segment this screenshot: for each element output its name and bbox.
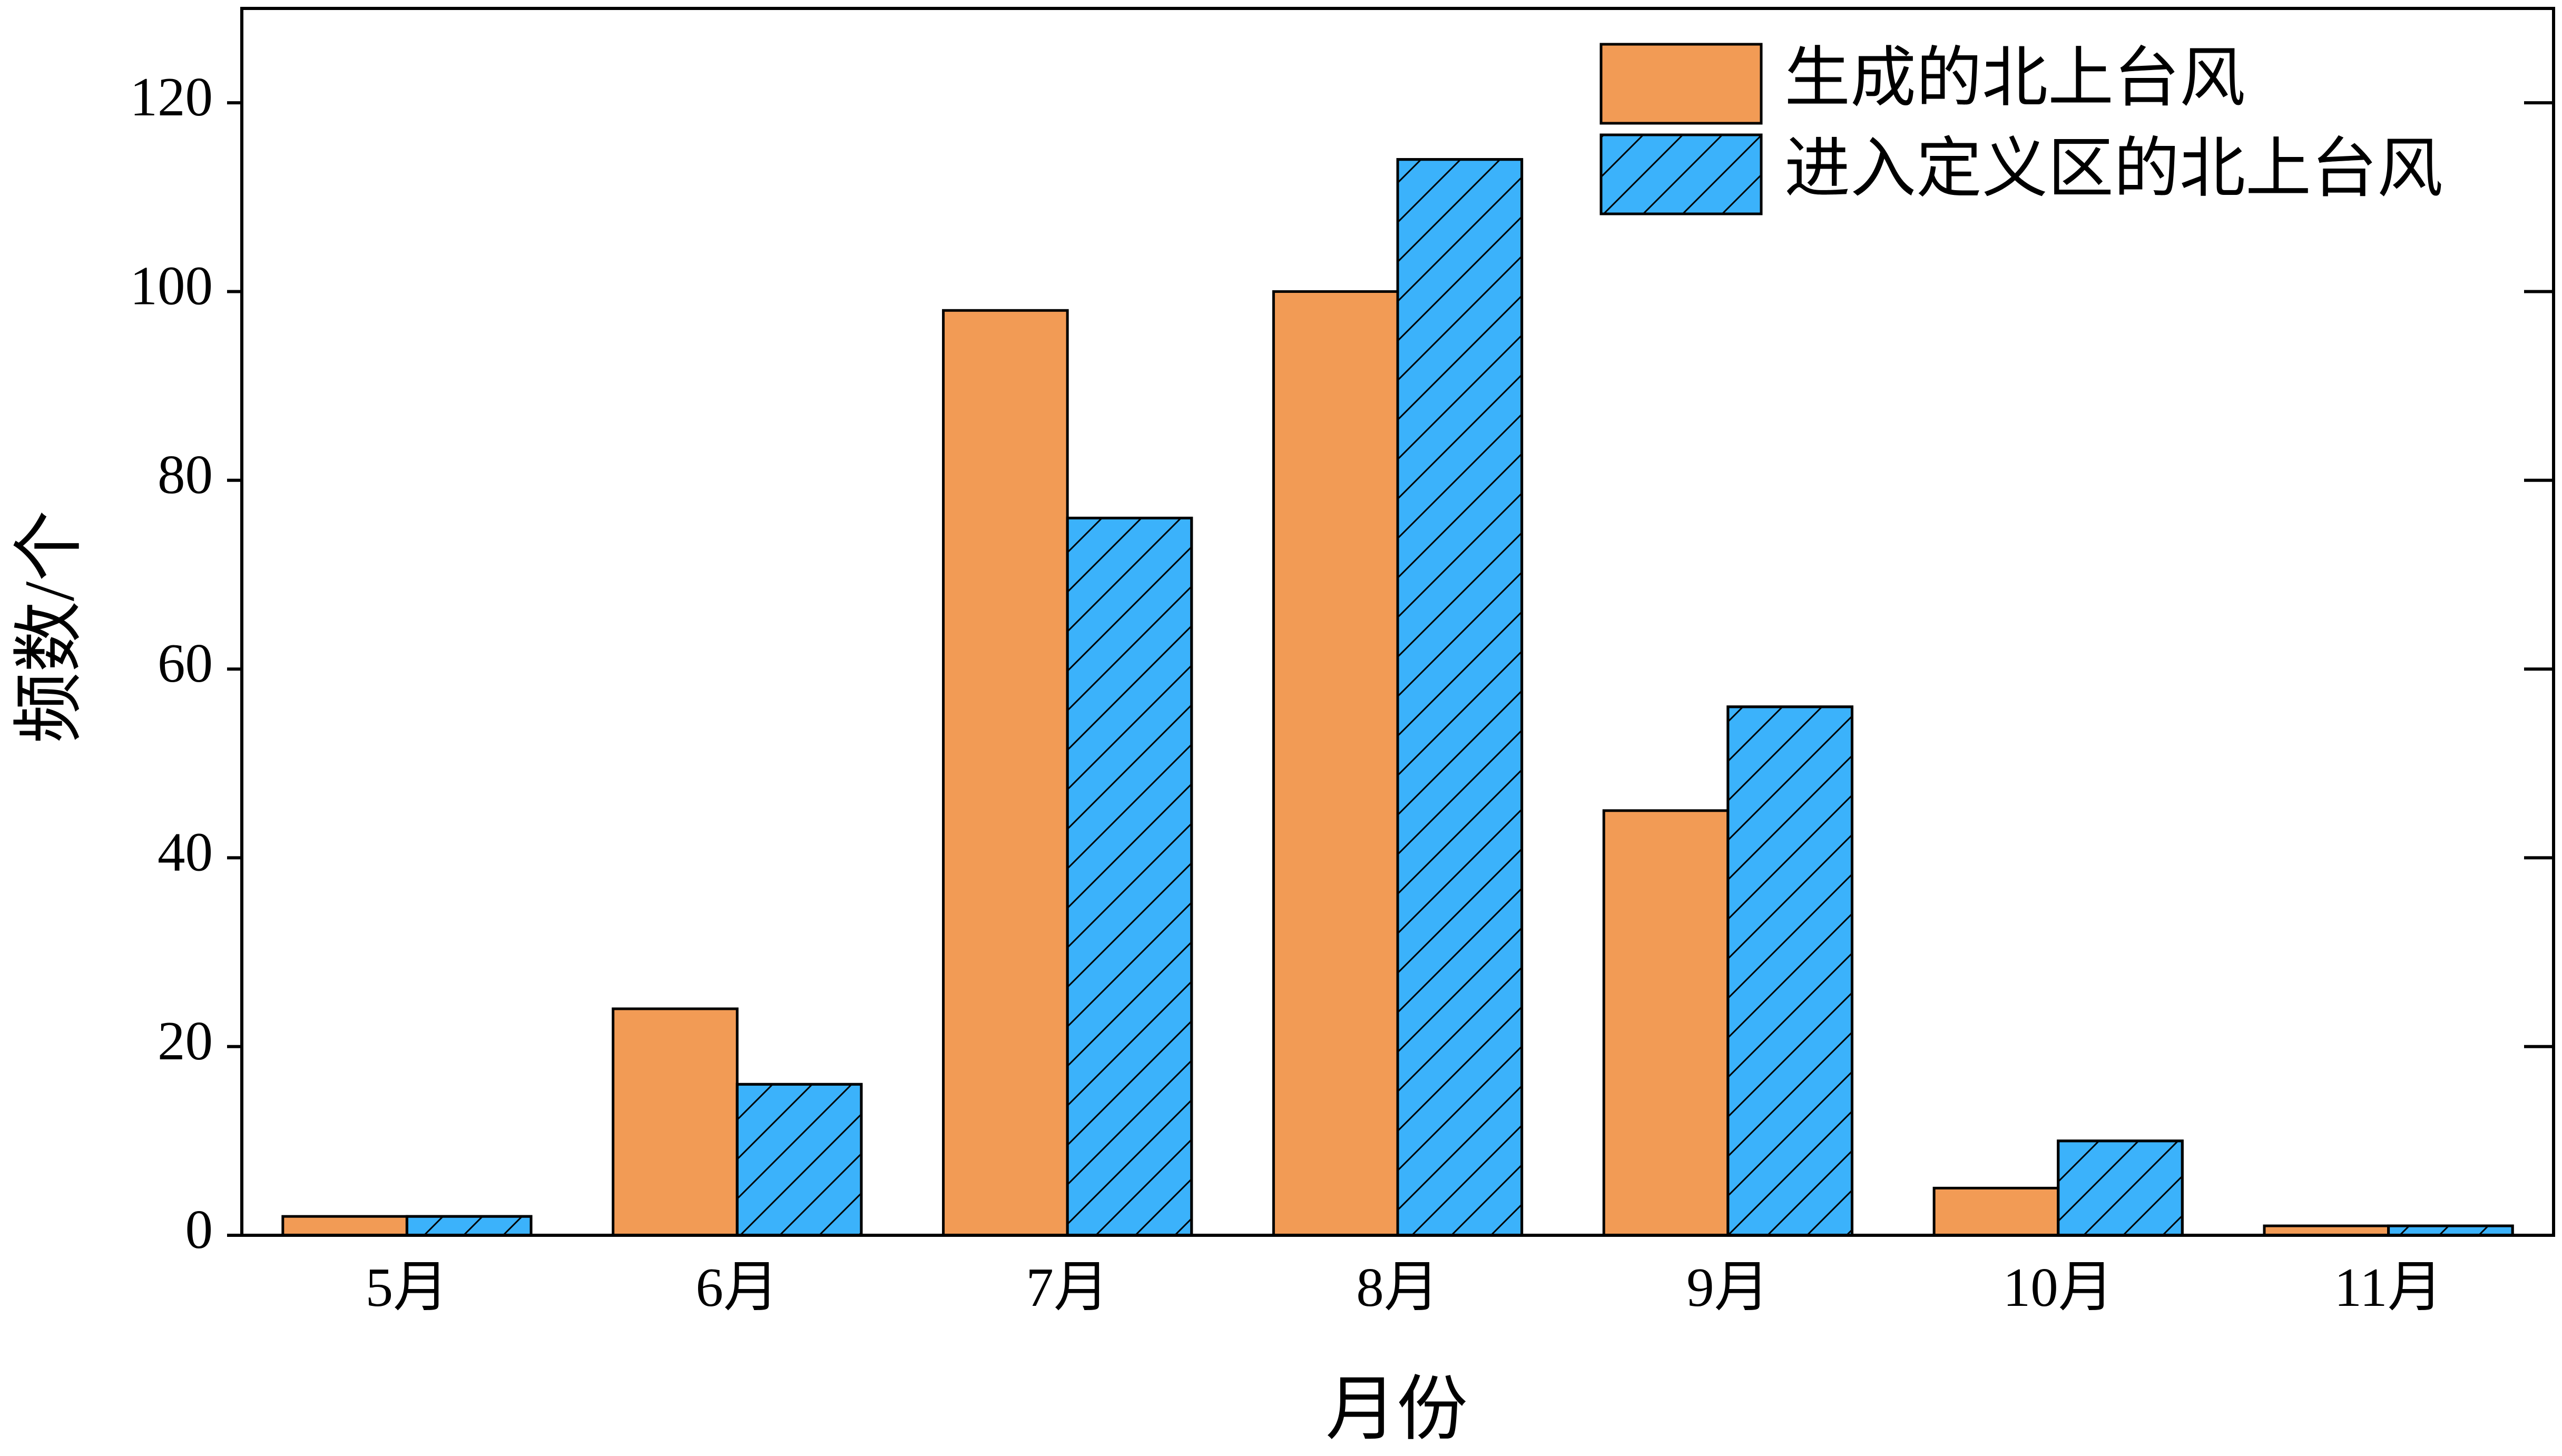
y-tick-label: 20 <box>158 1010 213 1071</box>
y-axis-label: 频数/个 <box>11 510 89 744</box>
bar <box>1602 809 1730 1237</box>
y-tick-label: 120 <box>130 66 213 127</box>
bar-hatch <box>1066 516 1193 1237</box>
x-tick-label: 6月 <box>696 1256 779 1318</box>
legend-hatch <box>1599 133 1763 215</box>
x-tick-label: 8月 <box>1356 1256 1439 1318</box>
bar-hatch <box>1396 158 1524 1237</box>
y-tick-label: 100 <box>130 255 213 317</box>
bar <box>612 1007 739 1237</box>
bar-hatch <box>405 1215 533 1237</box>
bar <box>942 309 1069 1237</box>
x-tick-label: 5月 <box>366 1256 449 1318</box>
legend-swatch <box>1599 43 1763 125</box>
y-tick-label: 0 <box>185 1198 213 1260</box>
bar-hatch <box>1726 705 1853 1237</box>
legend-label: 生成的北上台风 <box>1784 43 2245 115</box>
bar <box>281 1215 408 1237</box>
x-tick-label: 10月 <box>2003 1256 2114 1318</box>
bar-hatch <box>735 1083 863 1237</box>
bar <box>1932 1186 2060 1237</box>
plot-frame <box>240 7 2555 1237</box>
x-tick-label: 11月 <box>2334 1256 2443 1318</box>
y-tick-label: 60 <box>158 632 213 694</box>
x-axis-label: 月份 <box>1326 1371 1468 1449</box>
bar-hatch <box>2057 1139 2184 1237</box>
x-tick-label: 9月 <box>1686 1256 1770 1318</box>
y-tick-label: 80 <box>158 444 213 505</box>
legend-label: 进入定义区的北上台风 <box>1784 133 2443 206</box>
bar <box>1272 290 1399 1237</box>
y-tick-label: 40 <box>158 821 213 882</box>
x-tick-label: 7月 <box>1026 1256 1109 1318</box>
